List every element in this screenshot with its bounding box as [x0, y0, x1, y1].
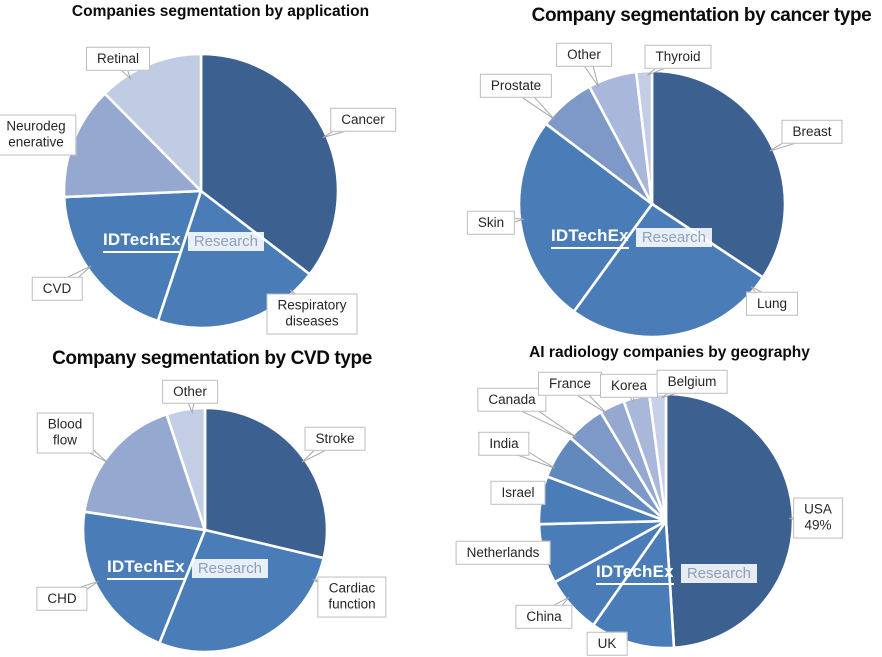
pie-label-usa: USA 49% [793, 497, 843, 539]
pie-slice-usa [664, 392, 795, 650]
pie-label-china: China [515, 604, 573, 630]
pie-label-respiratory-diseases: Respiratory diseases [266, 293, 358, 335]
pie-label-canada: Canada [477, 387, 547, 413]
pie-chart-cvd-type [58, 390, 356, 654]
pie-label-thyroid: Thyroid [644, 44, 712, 70]
research-tag: Research [635, 228, 713, 247]
pie-label-breast: Breast [781, 119, 843, 145]
pie-slice-chd [81, 510, 207, 645]
pie-slice-other [165, 406, 207, 532]
pie-label-skin: Skin [466, 210, 516, 236]
chart-title-cancer-type: Company segmentation by cancer type [531, 5, 872, 26]
pie-label-stroke: Stroke [304, 426, 366, 452]
idtechex-logo: IDTechEx [596, 562, 674, 585]
chart-title-geography: AI radiology companies by geography [529, 344, 810, 361]
pie-label-retinal: Retinal [85, 46, 151, 72]
research-tag: Research [191, 559, 269, 578]
pie-label-cardiac-function: Cardiac function [317, 576, 387, 618]
pie-label-blood-flow: Blood flow [36, 412, 94, 454]
chart-companies-by-geography: AI radiology companies by geography USA … [441, 340, 882, 657]
pie-label-chd: CHD [36, 586, 88, 612]
pie-slice-skin [517, 122, 654, 313]
pie-label-france: France [537, 371, 603, 397]
chart-companies-by-application: Companies segmentation by application Ca… [0, 0, 441, 340]
research-tag: Research [187, 232, 265, 251]
pie-label-cancer: Cancer [330, 107, 396, 133]
pie-slice-stroke [203, 406, 329, 560]
chart-segmentation-by-cvd-type: Company segmentation by CVD type Stroke C… [0, 340, 441, 657]
pie-slice-cancer [199, 52, 340, 276]
idtechex-watermark: IDTechEx Research [551, 226, 713, 249]
pie-label-prostate: Prostate [479, 73, 553, 99]
pie-label-india: India [478, 431, 530, 457]
idtechex-logo: IDTechEx [103, 230, 181, 253]
idtechex-watermark: IDTechEx Research [107, 557, 269, 580]
pie-label-netherlands: Netherlands [455, 540, 551, 566]
pie-slice-cvd [62, 189, 203, 323]
idtechex-watermark: IDTechEx Research [103, 230, 265, 253]
research-tag: Research [680, 564, 758, 583]
pie-label-other: Other [162, 379, 218, 405]
pie-label-neurodegenerative: Neurodeg enerative [0, 114, 77, 156]
pie-label-uk: UK [586, 631, 628, 657]
pie-label-belgium: Belgium [656, 369, 728, 395]
pie-label-israel: Israel [490, 480, 546, 506]
pie-label-cvd: CVD [31, 276, 83, 302]
idtechex-logo: IDTechEx [107, 557, 185, 580]
chart-segmentation-by-cancer-type: Company segmentation by cancer type Brea… [441, 0, 882, 345]
pie-label-lung: Lung [745, 291, 799, 317]
chart-title-application: Companies segmentation by application [71, 3, 370, 20]
pie-label-other: Other [556, 42, 612, 68]
idtechex-watermark: IDTechEx Research [596, 562, 758, 585]
idtechex-logo: IDTechEx [551, 226, 629, 249]
pie-label-korea: Korea [599, 373, 659, 399]
chart-title-cvd-type: Company segmentation by CVD type [52, 348, 372, 369]
